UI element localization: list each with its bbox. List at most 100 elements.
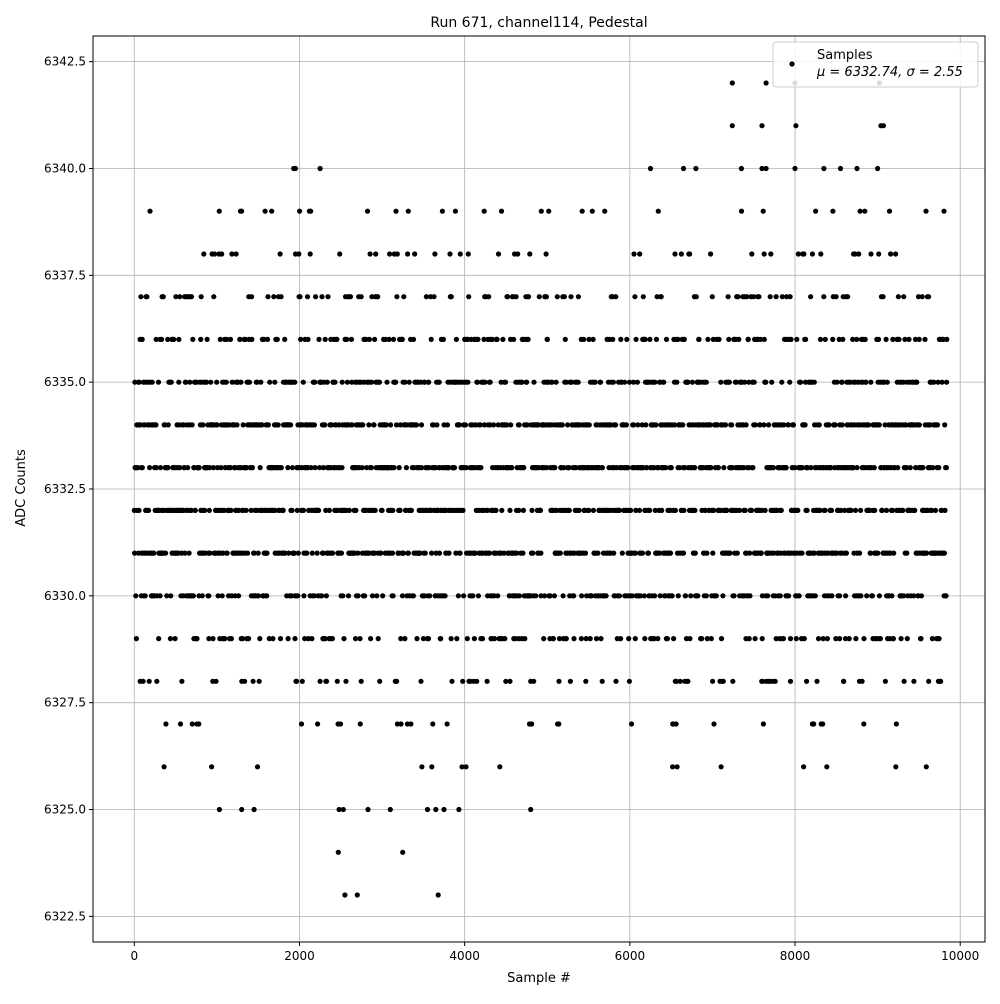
data-point <box>799 465 805 471</box>
data-point <box>901 294 907 300</box>
data-point <box>586 422 592 428</box>
data-point <box>673 721 679 727</box>
data-point <box>267 379 273 385</box>
data-point <box>843 550 850 556</box>
data-point <box>848 507 854 513</box>
data-point <box>255 593 261 599</box>
data-point <box>869 593 876 599</box>
data-point <box>761 336 767 342</box>
data-point <box>204 336 210 342</box>
data-point <box>240 636 246 642</box>
data-point <box>554 294 560 300</box>
data-point <box>716 336 722 342</box>
data-point <box>918 593 925 599</box>
x-tick-label: 10000 <box>941 949 979 963</box>
data-point <box>938 678 944 684</box>
data-point <box>803 336 809 342</box>
data-point <box>926 294 932 300</box>
data-point <box>547 593 553 599</box>
data-point <box>431 294 437 300</box>
data-point <box>944 379 950 385</box>
data-point <box>866 422 872 428</box>
legend: Samples μ = 6332.74, σ = 2.55 <box>772 41 979 88</box>
data-point <box>438 636 444 642</box>
data-point <box>236 593 242 599</box>
data-point <box>726 336 732 342</box>
data-point <box>631 422 637 428</box>
data-point <box>893 764 899 770</box>
data-point <box>311 593 317 599</box>
data-point <box>322 336 328 342</box>
data-point <box>304 550 310 556</box>
data-point <box>133 636 139 642</box>
data-point <box>214 422 220 428</box>
data-point <box>349 422 355 428</box>
data-point <box>433 806 439 813</box>
data-point <box>599 678 605 684</box>
data-point <box>398 721 404 727</box>
data-point <box>568 294 574 300</box>
data-point <box>155 379 162 385</box>
data-point <box>516 593 523 599</box>
y-tick-label: 6332.5 <box>44 482 86 496</box>
data-point <box>487 379 493 385</box>
data-point <box>626 379 633 385</box>
data-point <box>654 294 660 300</box>
data-point <box>850 336 856 342</box>
data-point <box>413 422 420 428</box>
data-point <box>339 465 345 471</box>
data-point <box>376 379 383 385</box>
data-point <box>880 294 886 300</box>
data-point <box>535 422 542 428</box>
data-point <box>902 336 908 342</box>
data-point <box>372 507 378 513</box>
data-point <box>393 208 399 214</box>
data-point <box>663 465 669 471</box>
data-point <box>308 208 314 214</box>
legend-label: Samples <box>817 48 873 63</box>
data-point <box>578 636 585 642</box>
data-point <box>417 550 423 556</box>
data-point <box>903 422 909 428</box>
data-point <box>632 550 639 556</box>
x-tick-label: 0 <box>130 949 138 963</box>
data-point <box>680 422 686 428</box>
data-point <box>682 593 689 599</box>
data-point <box>845 294 851 300</box>
data-point <box>348 336 354 342</box>
data-point <box>630 379 637 385</box>
data-point <box>861 636 867 642</box>
data-point <box>215 593 221 599</box>
data-point <box>479 636 486 642</box>
data-point <box>828 465 834 471</box>
data-point <box>206 593 212 599</box>
data-point <box>291 550 297 556</box>
data-point <box>475 593 481 599</box>
data-point <box>357 636 363 642</box>
data-point <box>246 636 252 642</box>
data-point <box>136 507 142 513</box>
data-point <box>168 593 174 599</box>
data-point <box>830 208 836 214</box>
data-point <box>249 465 255 471</box>
data-point <box>408 721 414 727</box>
data-point <box>486 294 492 300</box>
data-point <box>832 422 838 428</box>
data-point <box>875 165 881 172</box>
data-point <box>837 636 843 642</box>
data-point <box>228 507 234 513</box>
data-point <box>721 465 727 471</box>
x-tick-label: 8000 <box>780 949 811 963</box>
data-point <box>441 806 447 813</box>
data-point <box>299 678 305 684</box>
data-point <box>365 806 371 813</box>
data-point <box>157 593 163 599</box>
data-point <box>670 764 676 770</box>
data-point <box>484 507 491 513</box>
data-point <box>282 336 288 342</box>
data-point <box>177 721 184 727</box>
data-point <box>821 165 827 172</box>
data-point <box>156 636 162 642</box>
data-point <box>569 379 575 385</box>
data-point <box>929 507 935 513</box>
